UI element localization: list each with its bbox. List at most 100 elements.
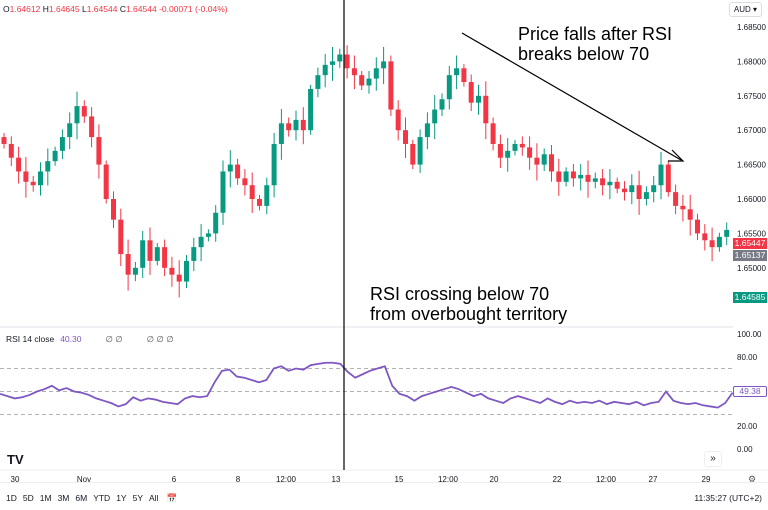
candle-body: [673, 192, 679, 206]
timeframe-1d[interactable]: 1D: [6, 493, 17, 503]
candle-body: [724, 229, 730, 237]
candle-body: [154, 247, 160, 261]
candle-body: [191, 247, 197, 261]
candle-body: [556, 171, 562, 182]
arrow-head: [668, 149, 685, 162]
clock[interactable]: 11:35:27 (UTC+2): [694, 493, 762, 503]
candle-body: [147, 240, 153, 261]
timeframe-1m[interactable]: 1M: [39, 493, 52, 503]
candle-body: [592, 178, 598, 182]
low-label: L: [81, 4, 87, 14]
timeframe-1y[interactable]: 1Y: [116, 493, 127, 503]
candle-body: [446, 75, 452, 100]
candle-body: [271, 143, 277, 186]
annotation-bottom-line: from overbought territory: [370, 304, 568, 324]
rsi-tick: 80.00: [737, 353, 758, 362]
candle-body: [132, 267, 138, 275]
candle-body: [614, 181, 620, 189]
time-tick: 22: [553, 475, 562, 482]
candle-body: [570, 171, 576, 179]
candle-body: [264, 185, 270, 206]
candle-body: [680, 205, 686, 210]
candle-body: [140, 240, 146, 268]
double-chevron-right-icon: »: [710, 453, 716, 464]
change-value: -0.00071 (-0.04%): [159, 4, 228, 14]
chart-canvas[interactable]: 1.68500 1.68000 1.67500 1.67000 1.66500 1.660…: [0, 0, 768, 482]
candle-body: [476, 95, 481, 103]
candle-body: [67, 123, 73, 138]
time-tick: 6: [172, 475, 177, 482]
candle-body: [220, 171, 226, 213]
rsi-line: [0, 361, 734, 409]
settings-icon: ⚙: [748, 474, 756, 482]
timeframe-5y[interactable]: 5Y: [132, 493, 143, 503]
price-tick: 1.65000: [737, 264, 766, 273]
candle-body: [23, 171, 29, 182]
time-tick: 29: [702, 475, 711, 482]
candle-body: [38, 171, 43, 186]
candle-body: [59, 137, 65, 151]
prev-price-tag: 1.65137: [733, 250, 767, 261]
date-range-icon[interactable]: 📅: [166, 493, 178, 503]
time-tick: Nov: [77, 475, 91, 482]
time-tick: 20: [490, 475, 499, 482]
candle-body: [176, 274, 182, 282]
candle-body: [330, 61, 335, 65]
price-tick: 1.65500: [737, 229, 766, 238]
candle-body: [512, 143, 518, 151]
candle-body: [359, 75, 365, 86]
time-tick: 15: [395, 475, 404, 482]
timeframe-3m[interactable]: 3M: [57, 493, 70, 503]
annotation-top-line: breaks below 70: [518, 44, 650, 64]
currency-select[interactable]: AUD ▾: [728, 2, 762, 17]
candle-body: [235, 164, 241, 179]
candle-body: [286, 123, 292, 131]
timeframe-all[interactable]: All: [149, 493, 159, 503]
rsi-tick: 20.00: [737, 422, 758, 431]
candle-body: [549, 154, 554, 172]
candle-body: [169, 267, 175, 275]
chevron-down-icon: ▾: [752, 5, 757, 14]
candle-body: [527, 147, 533, 158]
currency-label: AUD: [733, 5, 751, 14]
annotation-bottom-line: RSI crossing below 70: [370, 284, 550, 304]
candle-body: [388, 61, 394, 110]
high-value: 1.64645: [48, 4, 80, 14]
candle-body: [454, 68, 460, 76]
candle-body: [8, 143, 14, 158]
candle-body: [227, 164, 233, 172]
candle-body: [315, 75, 321, 89]
candle-body: [622, 188, 627, 193]
open-value: 1.64612: [9, 4, 41, 14]
timeframe-6m[interactable]: 6M: [75, 493, 88, 503]
candle-body: [103, 164, 109, 199]
rsi-tick: 0.00: [737, 445, 753, 454]
tradingview-logo[interactable]: TV: [7, 452, 24, 467]
candle-body: [308, 88, 314, 131]
close-value: 1.64544: [125, 4, 157, 14]
candle-body: [658, 164, 664, 186]
candle-body: [600, 178, 606, 186]
candle-body: [322, 64, 328, 76]
rsi-tick: 100.00: [737, 330, 762, 339]
candle-body: [519, 143, 525, 148]
scroll-right-button[interactable]: »: [704, 451, 722, 467]
candle-body: [89, 116, 95, 138]
candle-body: [468, 82, 474, 103]
price-tick: 1.67500: [737, 92, 766, 101]
candle-body: [81, 106, 87, 117]
candle-body: [373, 68, 379, 79]
timeframe-5d[interactable]: 5D: [22, 493, 34, 503]
candle-body: [687, 209, 693, 220]
time-tick: 12:00: [596, 475, 617, 482]
annotation-top: Price falls after RSI breaks below 70: [518, 24, 672, 64]
candle-body: [381, 61, 387, 69]
candle-body: [184, 260, 189, 282]
candle-body: [118, 219, 124, 255]
timeframe-ytd[interactable]: YTD: [93, 493, 111, 503]
candle-body: [1, 137, 7, 144]
candle-body: [497, 143, 503, 158]
time-tick: 13: [332, 475, 341, 482]
candle-body: [74, 106, 80, 124]
candle-body: [16, 157, 22, 172]
